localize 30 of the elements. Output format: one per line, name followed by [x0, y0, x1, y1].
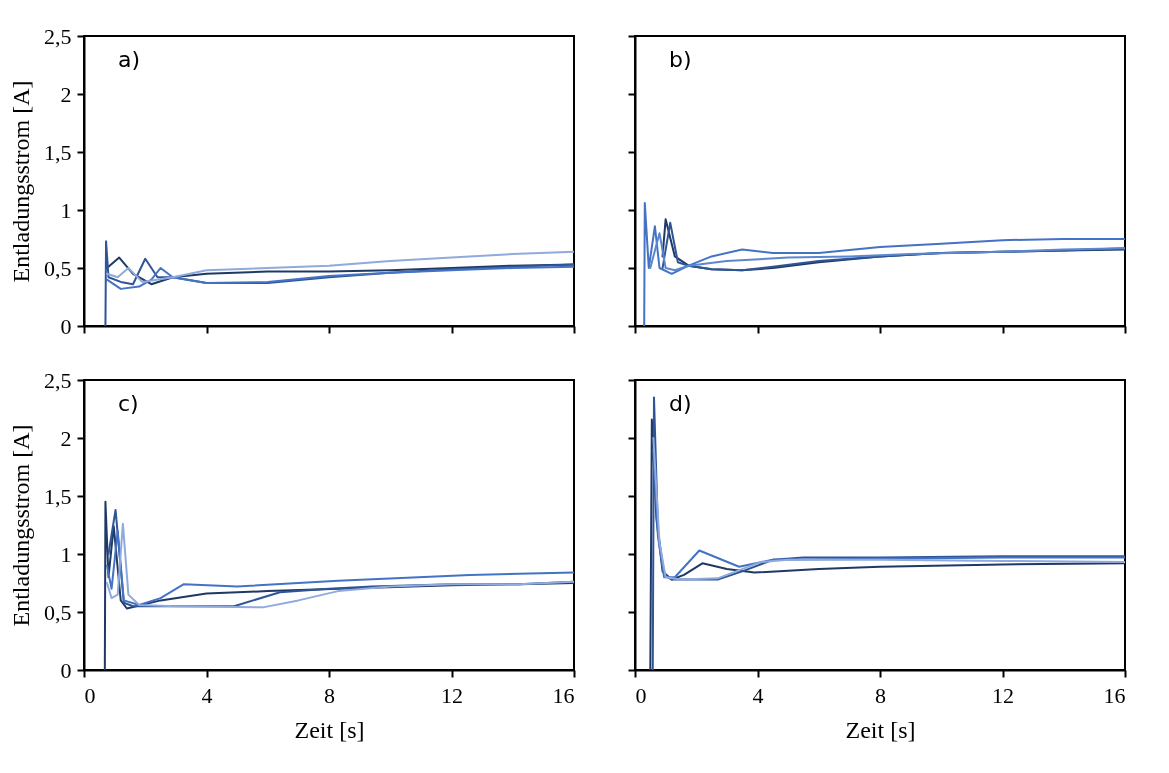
- annotation: c): [118, 391, 139, 416]
- x-tick-label: 12: [992, 682, 1014, 708]
- y-tick-label: 1,5: [44, 483, 72, 509]
- x-tick-label: 16: [552, 682, 575, 708]
- x-axis-title: Zeit [s]: [294, 716, 365, 743]
- y-tick-label: 2,5: [44, 23, 72, 49]
- x-tick-label: 16: [1103, 682, 1126, 708]
- y-axis-title: Entladungsstrom [A]: [8, 80, 34, 283]
- x-tick-label: 0: [635, 682, 647, 708]
- x-tick-label: 0: [84, 682, 96, 708]
- x-tick-label: 8: [324, 682, 335, 708]
- annotation: b): [669, 47, 692, 72]
- y-tick-label: 1: [60, 197, 72, 223]
- y-tick-label: 1: [60, 541, 72, 567]
- x-tick-label: 4: [201, 682, 213, 708]
- y-tick-label: 0,5: [44, 599, 72, 625]
- y-tick-label: 2: [60, 81, 72, 107]
- y-tick-label: 0,5: [44, 255, 72, 281]
- annotation: d): [669, 391, 692, 416]
- y-tick-label: 0: [60, 657, 72, 683]
- x-tick-label: 4: [752, 682, 764, 708]
- y-tick-label: 2,5: [44, 367, 72, 393]
- y-tick-label: 2: [60, 425, 72, 451]
- y-tick-label: 1,5: [44, 139, 72, 165]
- x-tick-label: 8: [875, 682, 886, 708]
- x-tick-label: 12: [441, 682, 463, 708]
- y-axis-title: Entladungsstrom [A]: [8, 424, 34, 627]
- y-tick-label: 0: [60, 313, 72, 339]
- x-axis-title: Zeit [s]: [845, 716, 916, 743]
- annotation: a): [118, 47, 141, 72]
